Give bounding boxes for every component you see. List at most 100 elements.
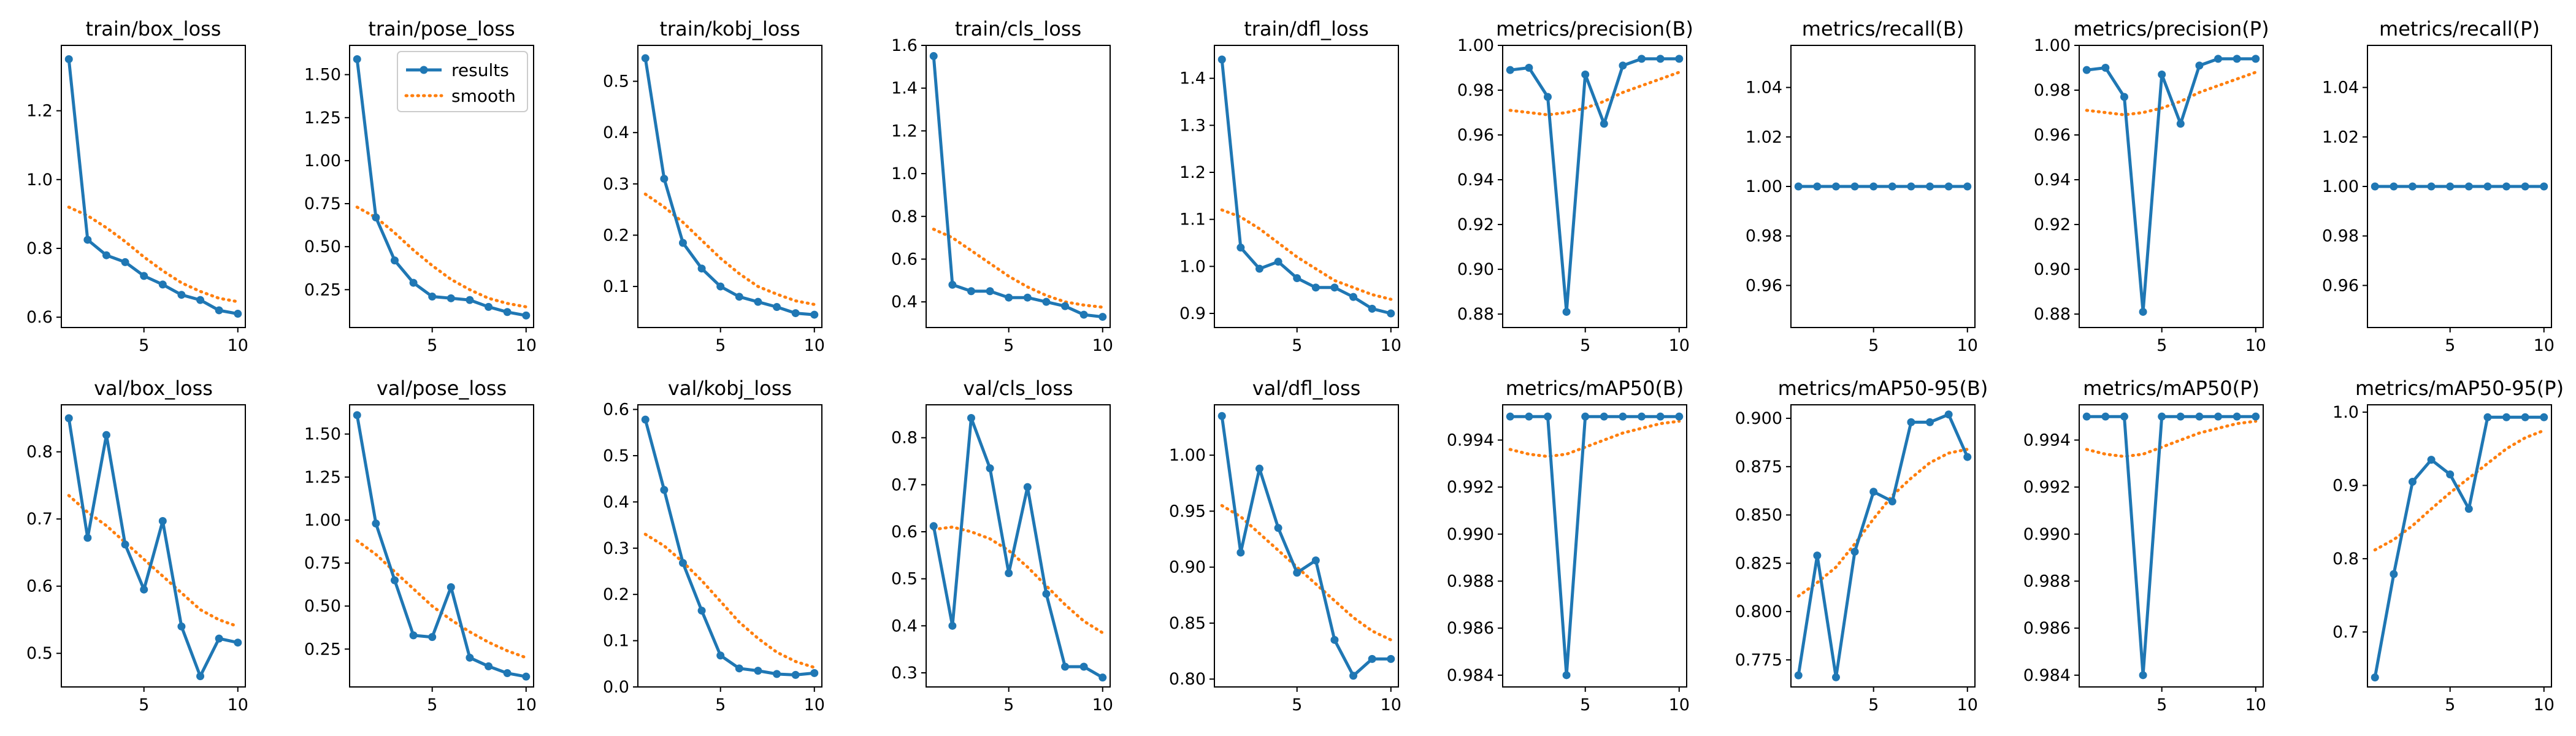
data-point-results <box>1543 93 1552 101</box>
x-tick-label: 5 <box>1580 696 1590 715</box>
y-tick-label: 1.00 <box>304 151 341 171</box>
data-point-results <box>428 633 437 642</box>
y-tick-label: 1.02 <box>2322 128 2359 147</box>
y-tick-label: 1.2 <box>26 102 53 121</box>
data-point-results <box>353 411 361 420</box>
axes-frame <box>926 45 1111 328</box>
data-point-results <box>2502 413 2511 421</box>
data-point-results <box>2158 70 2166 79</box>
y-tick-label: 0.75 <box>304 194 341 213</box>
data-point-results <box>2390 182 2398 191</box>
y-tick-label: 1.2 <box>1179 163 1206 182</box>
series-line-smooth <box>1220 504 1393 642</box>
y-tick-label: 1.2 <box>891 121 918 140</box>
panel-metrics-precision-b: metrics/precision(B) 5 10 0.88 0.90 0.92 0.94 0… <box>1457 17 1693 355</box>
series-line-smooth <box>643 193 816 306</box>
data-point-results <box>2139 307 2147 316</box>
x-tick-label: 10 <box>2534 696 2555 715</box>
data-point-results <box>2120 93 2128 101</box>
x-tick-label: 10 <box>1381 696 1401 715</box>
data-point-results <box>1255 464 1263 473</box>
series-line-results <box>2087 415 2256 677</box>
data-point-results <box>447 583 455 591</box>
x-tick-label: 10 <box>516 336 537 355</box>
data-point-results <box>929 52 938 60</box>
data-point-results <box>485 662 493 670</box>
data-point-results <box>409 631 418 640</box>
y-tick-label: 0.98 <box>2034 81 2071 100</box>
y-tick-label: 0.50 <box>304 237 341 256</box>
data-point-results <box>2176 120 2185 128</box>
data-point-results <box>2390 570 2398 578</box>
x-tick-label: 5 <box>1003 696 1014 715</box>
data-point-results <box>986 287 994 296</box>
panel-title-train-dfl-loss: train/dfl_loss <box>1244 17 1369 40</box>
data-point-results <box>2139 671 2147 680</box>
x-tick-label: 5 <box>1868 696 1879 715</box>
y-tick-label: 0.4 <box>891 293 918 312</box>
data-point-results <box>2502 182 2511 191</box>
data-point-results <box>2427 182 2436 191</box>
y-tick-label: 0.6 <box>26 308 53 327</box>
panel-title-val-pose-loss: val/pose_loss <box>377 377 507 400</box>
x-tick-label: 10 <box>1957 696 1978 715</box>
data-point-results <box>2408 477 2417 486</box>
data-point-results <box>1850 182 1859 191</box>
data-point-results <box>2371 673 2379 681</box>
y-tick-label: 0.88 <box>1457 305 1494 324</box>
y-tick-label: 0.90 <box>1169 558 1206 577</box>
data-point-results <box>1944 182 1953 191</box>
data-point-results <box>1869 182 1878 191</box>
y-tick-label: 0.984 <box>1447 666 1494 685</box>
data-point-results <box>1907 418 1915 426</box>
data-point-results <box>1638 412 1646 421</box>
legend-label-results: results <box>451 60 509 80</box>
panel-train-cls-loss: train/cls_loss 5 10 0.4 0.6 0.8 1.0 1.2 1.4 1.6 <box>891 17 1113 355</box>
data-point-results <box>716 651 725 660</box>
y-tick-label: 0.96 <box>1746 276 1782 295</box>
data-point-results <box>1581 412 1590 421</box>
y-tick-label: 1.0 <box>1179 257 1206 276</box>
y-tick-label: 1.3 <box>1179 116 1206 135</box>
data-point-results <box>1619 412 1627 421</box>
y-tick-label: 0.986 <box>2023 619 2071 638</box>
x-tick-label: 10 <box>1092 696 1113 715</box>
data-point-results <box>2214 55 2223 63</box>
data-point-results <box>735 664 743 673</box>
y-tick-label: 0.2 <box>603 585 629 604</box>
data-point-results <box>948 621 957 630</box>
y-tick-label: 0.75 <box>304 554 341 573</box>
series-line-smooth <box>2085 420 2258 458</box>
data-point-results <box>64 55 73 63</box>
data-point-results <box>1005 569 1013 577</box>
data-point-results <box>196 672 205 680</box>
data-point-results <box>2082 66 2091 74</box>
data-point-results <box>234 310 242 318</box>
data-point-results <box>1963 182 1972 191</box>
y-tick-label: 0.994 <box>1447 431 1494 450</box>
data-point-results <box>1387 309 1395 318</box>
panel-title-val-kobj-loss: val/kobj_loss <box>668 377 792 400</box>
data-point-results <box>1236 548 1245 557</box>
y-tick-label: 0.900 <box>1735 409 1782 428</box>
data-point-results <box>2082 412 2091 421</box>
x-tick-label: 5 <box>1580 336 1590 355</box>
data-point-results <box>1543 412 1552 421</box>
data-point-results <box>2521 413 2529 421</box>
panel-metrics-recall-b: metrics/recall(B) 5 10 0.96 0.98 1.00 1.02 1.04 <box>1746 17 1978 355</box>
data-point-results <box>641 415 650 424</box>
y-tick-label: 0.3 <box>603 175 629 194</box>
panel-title-train-cls-loss: train/cls_loss <box>955 17 1081 40</box>
y-tick-label: 0.7 <box>26 510 53 529</box>
y-tick-label: 0.800 <box>1735 602 1782 621</box>
axes-frame <box>349 45 534 328</box>
data-point-results <box>2446 182 2455 191</box>
panel-title-metrics-map50-b: metrics/mAP50(B) <box>1506 377 1684 400</box>
y-tick-label: 1.50 <box>304 425 341 444</box>
y-tick-label: 0.2 <box>603 226 629 245</box>
panel-metrics-map50-b: metrics/mAP50(B) 5 10 0.984 0.986 0.988 0.990 0… <box>1447 377 1690 715</box>
data-point-results <box>503 669 512 678</box>
data-point-results <box>697 264 706 273</box>
y-tick-label: 0.8 <box>891 429 918 448</box>
